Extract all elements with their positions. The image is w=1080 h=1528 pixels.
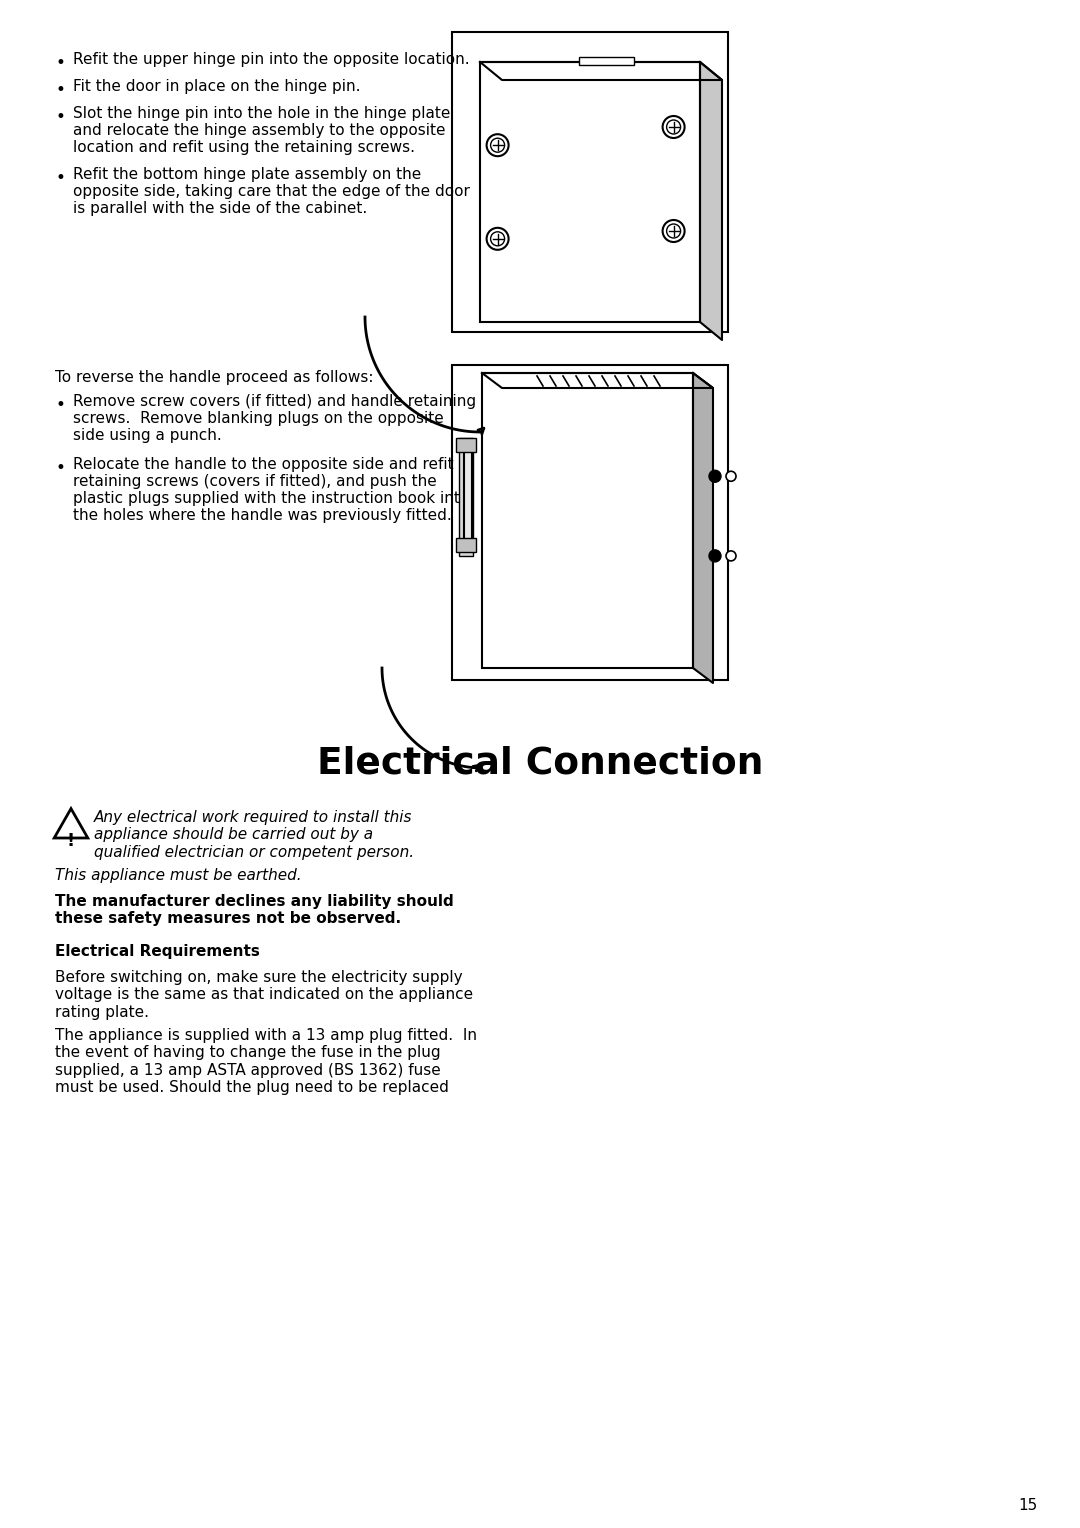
Polygon shape (700, 63, 723, 341)
Text: Any electrical work required to install this
appliance should be carried out by : Any electrical work required to install … (94, 810, 415, 860)
Text: !: ! (67, 833, 76, 851)
Text: screws.  Remove blanking plugs on the opposite: screws. Remove blanking plugs on the opp… (73, 411, 444, 426)
Polygon shape (482, 373, 713, 388)
Bar (459, 439, 473, 556)
Text: Electrical Requirements: Electrical Requirements (55, 944, 260, 960)
Circle shape (490, 232, 504, 246)
Text: Refit the upper hinge pin into the opposite location.: Refit the upper hinge pin into the oppos… (73, 52, 470, 67)
Text: 15: 15 (1018, 1497, 1038, 1513)
Circle shape (663, 220, 685, 241)
Bar (456, 538, 476, 552)
Text: Fit the door in place on the hinge pin.: Fit the door in place on the hinge pin. (73, 79, 361, 95)
Bar (456, 439, 476, 452)
Polygon shape (693, 373, 713, 683)
Circle shape (666, 225, 680, 238)
Bar (579, 57, 634, 66)
Text: Refit the bottom hinge plate assembly on the: Refit the bottom hinge plate assembly on… (73, 167, 421, 182)
Polygon shape (480, 63, 723, 79)
Text: Electrical Connection: Electrical Connection (316, 746, 764, 781)
Text: •: • (55, 108, 65, 125)
Circle shape (708, 550, 721, 562)
Bar (453, 365, 728, 680)
Text: •: • (55, 81, 65, 99)
Text: retaining screws (covers if fitted), and push the: retaining screws (covers if fitted), and… (73, 474, 436, 489)
Circle shape (487, 134, 509, 156)
Text: plastic plugs supplied with the instruction book into: plastic plugs supplied with the instruct… (73, 490, 469, 506)
Bar (482, 373, 693, 668)
Circle shape (726, 471, 735, 481)
Circle shape (726, 552, 735, 561)
Text: location and refit using the retaining screws.: location and refit using the retaining s… (73, 141, 415, 154)
Text: The manufacturer declines any liability should
these safety measures not be obse: The manufacturer declines any liability … (55, 894, 454, 926)
Text: opposite side, taking care that the edge of the door: opposite side, taking care that the edge… (73, 183, 470, 199)
Circle shape (663, 116, 685, 138)
Circle shape (708, 471, 721, 483)
Circle shape (487, 228, 509, 249)
Bar (453, 32, 728, 332)
Text: and relocate the hinge assembly to the opposite: and relocate the hinge assembly to the o… (73, 122, 446, 138)
Text: •: • (55, 458, 65, 477)
Text: Relocate the handle to the opposite side and refit: Relocate the handle to the opposite side… (73, 457, 454, 472)
Text: Before switching on, make sure the electricity supply
voltage is the same as tha: Before switching on, make sure the elect… (55, 970, 473, 1019)
Circle shape (666, 121, 680, 134)
Text: Remove screw covers (if fitted) and handle retaining: Remove screw covers (if fitted) and hand… (73, 394, 476, 410)
Text: This appliance must be earthed.: This appliance must be earthed. (55, 868, 301, 883)
Text: Slot the hinge pin into the hole in the hinge plate: Slot the hinge pin into the hole in the … (73, 105, 450, 121)
Circle shape (490, 138, 504, 153)
Bar (464, 446, 472, 549)
Text: side using a punch.: side using a punch. (73, 428, 221, 443)
Text: the holes where the handle was previously fitted.: the holes where the handle was previousl… (73, 507, 451, 523)
Text: •: • (55, 53, 65, 72)
Text: •: • (55, 170, 65, 186)
Text: is parallel with the side of the cabinet.: is parallel with the side of the cabinet… (73, 202, 367, 215)
Text: The appliance is supplied with a 13 amp plug fitted.  In
the event of having to : The appliance is supplied with a 13 amp … (55, 1028, 477, 1096)
Bar (480, 63, 700, 322)
Text: •: • (55, 396, 65, 414)
Text: To reverse the handle proceed as follows:: To reverse the handle proceed as follows… (55, 370, 374, 385)
